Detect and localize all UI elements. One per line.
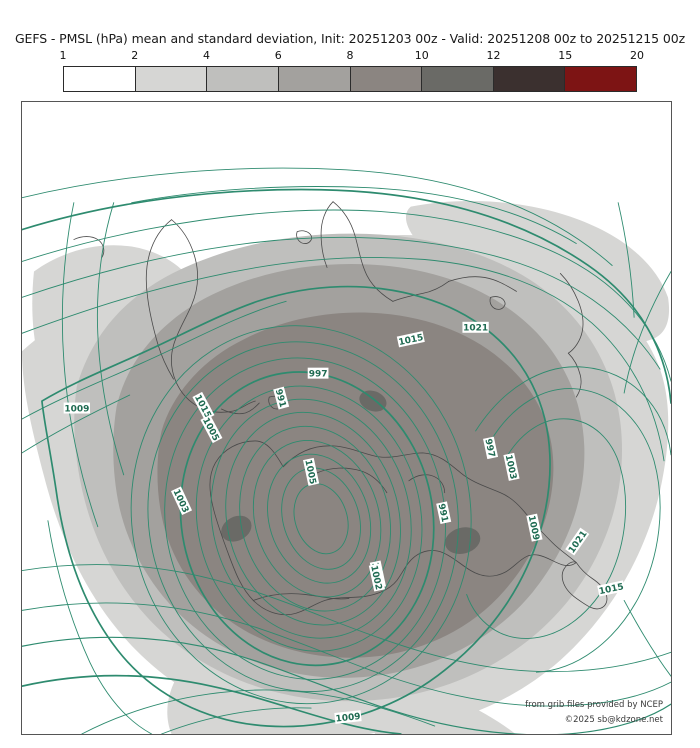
contour-label-text: 997 bbox=[482, 438, 496, 458]
coast-antarctic-peninsula bbox=[561, 561, 608, 610]
contour-label-group: 1009101510051003997991102110151005100310… bbox=[63, 321, 626, 734]
coast-new-zealand-south bbox=[567, 352, 582, 398]
contour-label: 991 bbox=[436, 501, 452, 524]
sd-band-8 bbox=[157, 312, 554, 658]
contour-label-bg bbox=[526, 513, 543, 542]
contour-label-bg bbox=[303, 457, 320, 486]
contour-label: 997 bbox=[307, 367, 329, 379]
contour-label-bg bbox=[307, 367, 329, 379]
contour-label-bg bbox=[192, 391, 215, 421]
colorbar-tick-20: 20 bbox=[630, 49, 644, 62]
sd-band-2-n bbox=[405, 200, 670, 345]
colorbar-swatch-8-10 bbox=[350, 67, 423, 91]
colorbar-swatch-6-8 bbox=[278, 67, 351, 91]
colorbar-tick-1: 1 bbox=[59, 49, 67, 62]
colorbar-swatch-2-4 bbox=[135, 67, 208, 91]
coast-australia bbox=[448, 276, 517, 292]
attribution-copyright: ©2025 sb@kdzone.net bbox=[564, 715, 663, 725]
contour-label: 991 bbox=[273, 386, 290, 410]
colorbar-swatch-4-6 bbox=[207, 67, 279, 91]
contour-label-text: 1009 bbox=[335, 712, 361, 725]
coast-africa-south bbox=[332, 201, 394, 302]
contour-label-bg bbox=[170, 486, 193, 515]
page-title: GEFS - PMSL (hPa) mean and standard devi… bbox=[14, 31, 686, 46]
contour-1009-lower bbox=[22, 636, 671, 734]
colorbar-swatch-12-15 bbox=[493, 67, 566, 91]
contour-label-bg bbox=[436, 501, 452, 524]
map-plot-area[interactable]: 1009101510051003997991102110151005100310… bbox=[21, 101, 672, 735]
colorbar-swatch-15-20 bbox=[565, 67, 636, 91]
contour-label-bg bbox=[63, 402, 90, 414]
contour-1015-upper bbox=[22, 188, 671, 404]
coast-south-america-w bbox=[145, 219, 174, 380]
contour-label-text: 991 bbox=[436, 503, 450, 523]
contour-label-bg bbox=[396, 331, 425, 348]
coast-tasmania bbox=[489, 296, 506, 310]
coast-africa-east bbox=[392, 281, 450, 302]
colorbar-swatches bbox=[63, 66, 637, 92]
colorbar-tick-10: 10 bbox=[414, 49, 429, 62]
contour-label: 1021 bbox=[462, 321, 489, 334]
contour-1015-lower bbox=[22, 674, 402, 734]
colorbar-tick-6: 6 bbox=[274, 49, 282, 62]
contour-label-text: 991 bbox=[273, 388, 288, 409]
coast-antarctica-inner-2 bbox=[408, 474, 446, 494]
contour-label-bg bbox=[462, 321, 489, 333]
contour-label: 1015 bbox=[597, 580, 626, 597]
contour-label-text: 997 bbox=[309, 369, 328, 379]
contour-label-bg bbox=[565, 527, 590, 556]
contour-label: 1009 bbox=[63, 402, 90, 414]
contour-label-bg bbox=[200, 414, 223, 444]
contour-label-text: 1009 bbox=[64, 404, 89, 414]
coast-antarctica bbox=[209, 440, 577, 616]
sd-core-east bbox=[444, 527, 481, 554]
coast-island-se bbox=[296, 230, 312, 244]
contour-label-bg bbox=[597, 580, 626, 597]
contour-1021-right bbox=[475, 366, 671, 456]
colorbar-tick-2: 2 bbox=[131, 49, 139, 62]
contour-label: 1009 bbox=[334, 710, 362, 725]
contour-label-bg bbox=[368, 563, 386, 592]
colorbar-tick-4: 4 bbox=[203, 49, 210, 62]
sd-core-se bbox=[321, 602, 381, 639]
contour-map: 1009101510051003997991102110151005100310… bbox=[22, 102, 671, 734]
contour-label-bg bbox=[334, 710, 362, 724]
contour-label: 997 bbox=[482, 436, 499, 460]
colorbar-swatch-1-2 bbox=[64, 67, 136, 91]
coast-tierra-del-fuego bbox=[220, 402, 260, 415]
sd-core-ne bbox=[359, 390, 387, 412]
coast-new-zealand bbox=[559, 273, 584, 354]
contour-label-bg bbox=[273, 386, 290, 410]
colorbar-swatch-10-12 bbox=[422, 67, 494, 91]
contour-label-text: 1021 bbox=[463, 324, 488, 334]
contour-label-bg bbox=[503, 452, 520, 481]
colorbar-tick-15: 15 bbox=[558, 49, 573, 62]
contour-label-bg bbox=[483, 436, 499, 460]
colorbar-tick-labels: 1 2 4 6 8 10 12 15 20 bbox=[59, 49, 645, 64]
colorbar: 1 2 4 6 8 10 12 15 20 bbox=[59, 49, 645, 93]
colorbar-tick-12: 12 bbox=[486, 49, 501, 62]
attribution-source: from grib files provided by NCEP bbox=[525, 700, 663, 710]
coast-south-america bbox=[171, 219, 256, 413]
colorbar-tick-8: 8 bbox=[346, 49, 354, 62]
